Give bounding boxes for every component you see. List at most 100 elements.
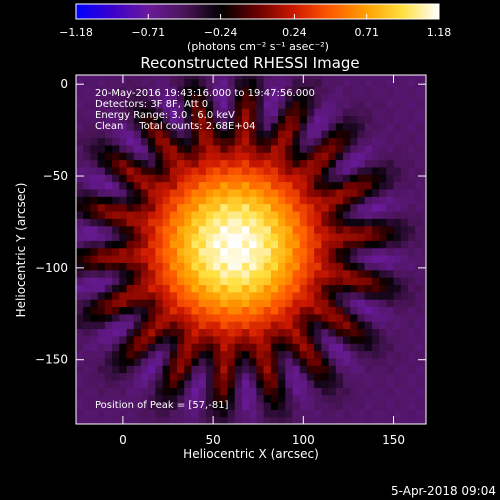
heatmap-cell [335, 159, 344, 168]
heatmap-cell [256, 379, 265, 388]
heatmap-cell [285, 130, 294, 139]
heatmap-cell [343, 328, 351, 337]
heatmap-cell [112, 75, 120, 80]
heatmap-cell [104, 394, 113, 403]
heatmap-cell [169, 387, 178, 396]
heatmap-cell [177, 240, 185, 249]
heatmap-cell [119, 93, 128, 102]
heatmap-cell [379, 210, 387, 219]
heatmap-cell [83, 100, 92, 109]
heatmap-cell [328, 372, 337, 381]
heatmap-cell [422, 291, 426, 300]
heatmap-cell [191, 365, 200, 374]
heatmap-cell [184, 115, 193, 124]
heatmap-cell [169, 196, 178, 205]
heatmap-cell [133, 350, 142, 359]
heatmap-cell [198, 196, 207, 205]
heatmap-cell [386, 188, 395, 197]
heatmap-cell [299, 181, 308, 190]
heatmap-cell [133, 159, 142, 168]
heatmap-cell [119, 174, 128, 183]
heatmap-cell [227, 313, 236, 322]
heatmap-cell [234, 313, 243, 322]
heatmap-cell [104, 255, 113, 263]
heatmap-cell [191, 225, 200, 234]
x-axis-label: Heliocentric X (arcsec) [183, 447, 319, 461]
heatmap-cell [83, 313, 92, 322]
heatmap-cell [220, 343, 229, 352]
heatmap-cell [220, 86, 229, 94]
heatmap-cell [169, 152, 178, 161]
heatmap-cell [148, 313, 156, 322]
heatmap-cell [104, 416, 113, 424]
heatmap-cell [241, 181, 250, 190]
footer-date: 5-Apr-2018 09:04 [391, 484, 496, 498]
heatmap-cell [292, 188, 301, 197]
heatmap-cell [314, 137, 322, 146]
heatmap-cell [191, 387, 200, 396]
heatmap-cell [415, 130, 423, 139]
heatmap-cell [393, 203, 402, 212]
heatmap-cell [198, 137, 207, 146]
heatmap-cell [343, 75, 351, 80]
heatmap-cell [400, 321, 409, 330]
heatmap-cell [133, 144, 142, 153]
heatmap-cell [140, 225, 149, 234]
heatmap-cell [177, 115, 185, 124]
heatmap-cell [205, 130, 214, 139]
heatmap-cell [321, 188, 330, 197]
heatmap-cell [234, 416, 243, 424]
heatmap-cell [270, 269, 279, 278]
heatmap-cell [198, 350, 207, 359]
heatmap-cell [379, 409, 387, 418]
heatmap-cell [328, 152, 337, 161]
heatmap-cell [155, 203, 164, 212]
heatmap-cell [241, 343, 250, 352]
heatmap-cell [306, 166, 315, 175]
heatmap-cell [299, 328, 308, 337]
heatmap-cell [400, 188, 409, 197]
heatmap-cell [162, 218, 171, 227]
heatmap-cell [241, 394, 250, 403]
heatmap-cell [133, 247, 142, 256]
heatmap-cell [140, 357, 149, 366]
heatmap-cell [415, 394, 423, 403]
heatmap-cell [169, 350, 178, 359]
heatmap-cell [422, 203, 426, 212]
heatmap-cell [371, 247, 380, 256]
heatmap-cell [321, 137, 330, 146]
heatmap-cell [241, 247, 250, 256]
heatmap-cell [126, 203, 135, 212]
heatmap-cell [97, 108, 106, 117]
heatmap-cell [335, 240, 344, 249]
heatmap-cell [112, 159, 120, 168]
heatmap-cell [241, 262, 250, 271]
heatmap-cell [343, 130, 351, 139]
heatmap-cell [415, 401, 423, 410]
heatmap-cell [227, 203, 236, 212]
heatmap-cell [140, 269, 149, 278]
heatmap-cell [299, 262, 308, 271]
observation-info: 20-May-2016 19:43:16.000 to 19:47:56.000… [95, 88, 315, 132]
heatmap-cell [364, 100, 373, 109]
heatmap-cell [220, 152, 229, 161]
heatmap-cell [371, 93, 380, 102]
heatmap-cell [234, 225, 243, 234]
heatmap-cell [343, 379, 351, 388]
heatmap-cell [350, 328, 359, 337]
heatmap-cell [205, 291, 214, 300]
heatmap-cell [155, 152, 164, 161]
heatmap-cell [220, 174, 229, 183]
heatmap-cell [83, 166, 92, 175]
heatmap-cell [415, 188, 423, 197]
heatmap-cell [148, 100, 156, 109]
heatmap-cell [220, 232, 229, 241]
heatmap-cell [76, 240, 84, 249]
heatmap-cell [292, 357, 301, 366]
heatmap-cell [148, 218, 156, 227]
heatmap-cell [227, 357, 236, 366]
heatmap-cell [140, 328, 149, 337]
heatmap-cell [314, 247, 322, 256]
heatmap-cell [407, 181, 416, 190]
heatmap-cell [415, 306, 423, 315]
